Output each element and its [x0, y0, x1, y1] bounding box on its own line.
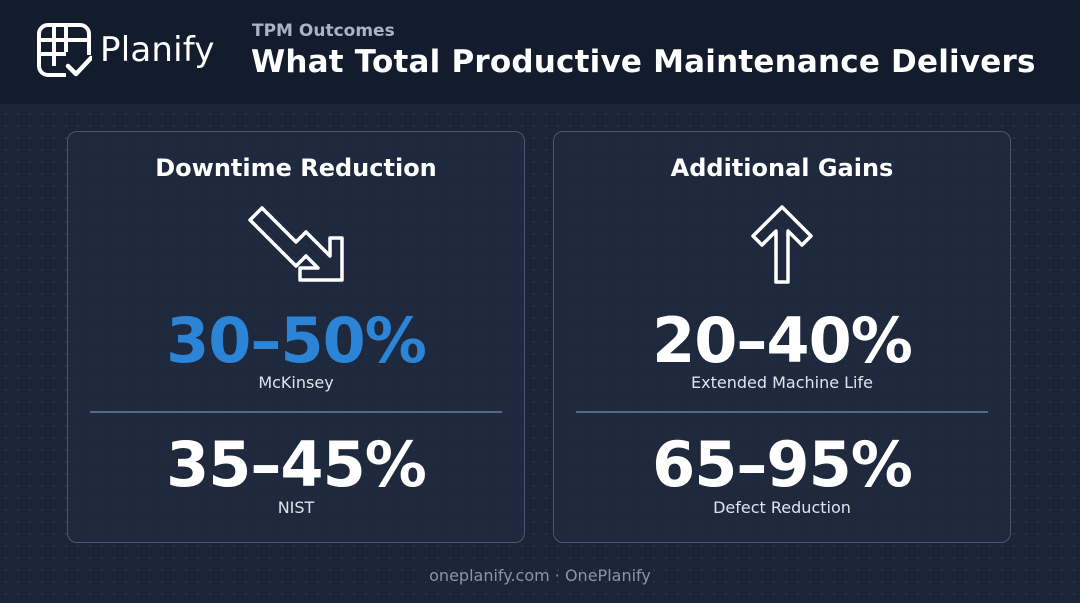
page-title: What Total Productive Maintenance Delive…: [251, 44, 1036, 80]
card-title: Additional Gains: [670, 154, 894, 182]
footer-credit[interactable]: oneplanify.com · OnePlanify: [429, 566, 651, 585]
calendar-check-icon: [37, 23, 92, 77]
divider: [576, 411, 988, 413]
stat-value: 20–40%: [652, 304, 913, 377]
stat-source: McKinsey: [258, 373, 334, 392]
card-title: Downtime Reduction: [155, 154, 437, 182]
stat-value: 65–95%: [652, 428, 913, 501]
brand-name: Planify: [100, 30, 215, 70]
header-bar: Planify TPM Outcomes What Total Producti…: [0, 0, 1080, 104]
divider: [90, 411, 502, 413]
stat-value: 35–45%: [166, 428, 427, 501]
stat-source: NIST: [277, 498, 315, 517]
eyebrow-label: TPM Outcomes: [252, 21, 395, 41]
stat-value: 30–50%: [166, 304, 427, 377]
brand-logo[interactable]: Planify: [36, 22, 215, 78]
stat-source: Extended Machine Life: [691, 373, 873, 392]
additional-gains-card: Additional Gains 20–40% Extended Machine…: [553, 131, 1011, 543]
arrow-up-icon: [751, 205, 813, 284]
trend-down-arrow-icon: [248, 206, 344, 282]
stat-source: Defect Reduction: [713, 498, 851, 517]
downtime-reduction-card: Downtime Reduction 30–50% McKinsey 35–45…: [67, 131, 525, 543]
